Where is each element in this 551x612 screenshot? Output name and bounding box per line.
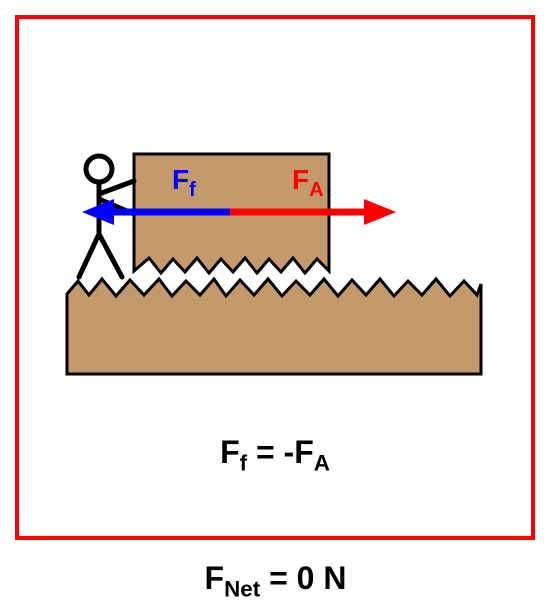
force-diagram: Ff FA bbox=[64, 119, 484, 379]
eq1-right-sub: A bbox=[314, 450, 330, 475]
equation-2: FNet = 0 N bbox=[0, 560, 551, 602]
eq1-mid: = - bbox=[247, 434, 294, 470]
eq2-rhs: = 0 N bbox=[260, 560, 346, 596]
eq2-left-sub: Net bbox=[224, 576, 260, 601]
outer-frame: Ff FA Ff = -FA bbox=[15, 15, 535, 540]
equation-1: Ff = -FA bbox=[19, 434, 531, 476]
eq1-left-sub: f bbox=[240, 450, 247, 475]
eq1-right-main: F bbox=[294, 434, 314, 470]
ground-shape bbox=[67, 279, 481, 374]
eq1-left-main: F bbox=[220, 434, 240, 470]
eq2-left-main: F bbox=[205, 560, 225, 596]
diagram-svg: Ff FA bbox=[64, 119, 484, 379]
